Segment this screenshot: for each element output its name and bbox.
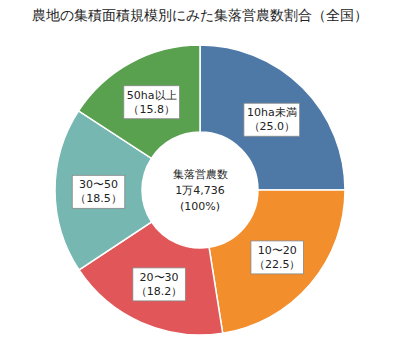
data-label-text: 10ha未満（25.0） [247,106,297,133]
data-label: 50ha以上（15.8） [124,86,180,119]
category-label: 50ha以上 [127,89,177,102]
annotation: (100%) [180,200,220,213]
annotation: 1万4,736 [175,184,225,197]
chart: 農地の集積面積規模別にみた集落営農数割合（全国） 10ha未満（25.0） 10〜2… [0,0,400,341]
data-label-text: 10〜20（22.5） [254,244,301,271]
data-label-text: 20〜30（18.2） [136,271,183,298]
value-label: （15.8） [128,103,175,116]
label-box [251,241,304,274]
data-labels: 10ha未満（25.0）10〜20（22.5）20〜30（18.2）30〜50（… [72,86,303,301]
value-label: （22.5） [254,258,301,271]
data-label-text: 50ha以上（15.8） [127,89,177,116]
category-label: 30〜50 [79,178,118,191]
slices [55,45,345,335]
value-label: （18.2） [136,285,183,298]
category-label: 10ha未満 [247,106,297,119]
label-box [133,268,186,301]
value-label: （18.5） [75,192,122,205]
data-label: 10ha未満（25.0） [244,103,300,136]
data-label: 20〜30（18.2） [133,268,186,301]
label-box [244,103,300,136]
plot: 10ha未満（25.0）10〜20（22.5）20〜30（18.2）30〜50（… [55,45,345,335]
title: 農地の集積面積規模別にみた集落営農数割合（全国） [32,7,368,23]
data-label: 10〜20（22.5） [251,241,304,274]
label-box [72,175,125,208]
label-box [124,86,180,119]
data-label: 30〜50（18.5） [72,175,125,208]
value-label: （25.0） [249,120,296,133]
category-label: 10〜20 [258,244,297,257]
slice [209,190,345,333]
center-annotations: 集落営農数 1万4,736 (100%) [173,168,228,213]
slice [79,45,200,158]
annotation: 集落営農数 [173,168,228,181]
category-label: 20〜30 [140,271,179,284]
data-label-text: 30〜50（18.5） [75,178,122,205]
